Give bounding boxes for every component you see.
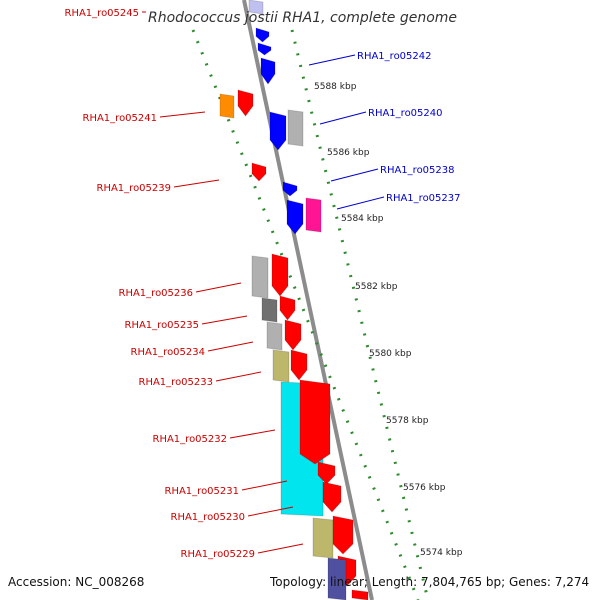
- gene-leader-line: [207, 341, 254, 352]
- gene-label-plus[interactable]: RHA1_ro05237: [386, 193, 461, 204]
- gene-leader-line: [173, 179, 220, 188]
- gene-feature-red[interactable]: [237, 89, 254, 117]
- ruler-tick-label: 5576 kbp: [403, 483, 446, 493]
- gene-feature-grey[interactable]: [266, 321, 283, 351]
- gene-feature-khaki[interactable]: [312, 517, 334, 559]
- gene-leader-line: [241, 480, 288, 491]
- ruler-tick-label: 5580 kbp: [369, 349, 412, 359]
- gene-feature-red[interactable]: [284, 319, 302, 351]
- gene-leader-line: [257, 543, 304, 554]
- gene-feature-red[interactable]: [279, 295, 296, 321]
- gene-leader-line: [229, 429, 276, 439]
- ruler-tick-label: 5586 kbp: [327, 148, 370, 158]
- gene-feature-orange[interactable]: [219, 93, 235, 119]
- gene-feature-blue[interactable]: [286, 199, 304, 235]
- gene-feature-red[interactable]: [351, 589, 369, 600]
- gene-leader-line: [319, 111, 367, 125]
- gene-leader-line: [308, 54, 356, 66]
- gene-leader-line: [215, 371, 262, 382]
- gene-feature-red[interactable]: [290, 349, 308, 381]
- gene-feature-khaki[interactable]: [272, 349, 290, 383]
- genome-title: Rhodococcus jostii RHA1, complete genome: [148, 10, 458, 26]
- gene-label-plus[interactable]: RHA1_ro05242: [357, 51, 432, 62]
- gene-feature-red[interactable]: [322, 481, 342, 513]
- gene-feature-blue[interactable]: [260, 57, 276, 85]
- gene-feature-red[interactable]: [271, 253, 289, 297]
- gene-label-minus[interactable]: RHA1_ro05239: [97, 183, 172, 194]
- gene-leader-line: [247, 506, 294, 517]
- gene-feature-red[interactable]: [299, 379, 331, 465]
- gene-feature-blue[interactable]: [255, 27, 270, 43]
- gene-feature-lavender[interactable]: [248, 0, 264, 15]
- genome-summary-text: Topology: linear; Length: 7,804,765 bp; …: [270, 575, 590, 589]
- ruler-tick-label: 5582 kbp: [355, 282, 398, 292]
- gene-feature-blue[interactable]: [269, 111, 287, 151]
- ruler-tick-label: 5578 kbp: [386, 416, 429, 426]
- gene-label-minus[interactable]: RHA1_ro05230: [171, 512, 246, 523]
- gene-leader-line: [195, 282, 242, 293]
- gene-label-minus[interactable]: RHA1_ro05229: [181, 549, 256, 560]
- gene-feature-darkgrey[interactable]: [261, 297, 278, 323]
- accession-text: Accession: NC_008268: [8, 575, 145, 589]
- gene-label-minus[interactable]: RHA1_ro05241: [83, 113, 158, 124]
- gene-feature-blue[interactable]: [282, 181, 298, 197]
- genome-backbone: [242, 0, 374, 600]
- gene-label-minus[interactable]: RHA1_ro05234: [131, 347, 206, 358]
- ruler-plus-strand: [290, 29, 430, 600]
- gene-label-minus[interactable]: RHA1_ro05232: [153, 434, 228, 445]
- gene-label-plus[interactable]: RHA1_ro05240: [368, 108, 443, 119]
- gene-label-minus[interactable]: RHA1_ro05245: [65, 8, 140, 19]
- gene-feature-grey[interactable]: [251, 255, 269, 299]
- gene-leader-line: [201, 315, 248, 325]
- gene-feature-grey[interactable]: [287, 109, 304, 147]
- gene-feature-red[interactable]: [317, 461, 336, 485]
- gene-label-minus[interactable]: RHA1_ro05235: [125, 320, 200, 331]
- gene-leader-line: [336, 196, 385, 210]
- ruler-tick-label: 5588 kbp: [314, 82, 357, 92]
- ruler-tick-label: 5574 kbp: [420, 548, 463, 558]
- gene-feature-red[interactable]: [251, 162, 267, 182]
- gene-feature-red[interactable]: [332, 515, 354, 555]
- gene-leader-line: [330, 168, 379, 182]
- gene-feature-navy[interactable]: [327, 557, 347, 600]
- ruler-tick-label: 5584 kbp: [341, 214, 384, 224]
- gene-label-plus[interactable]: RHA1_ro05238: [380, 165, 455, 176]
- gene-label-minus[interactable]: RHA1_ro05231: [165, 486, 240, 497]
- gene-leader-line: [159, 111, 206, 118]
- gene-feature-blue[interactable]: [257, 42, 272, 56]
- gene-feature-magenta[interactable]: [305, 197, 322, 233]
- gene-label-minus[interactable]: RHA1_ro05233: [139, 377, 214, 388]
- gene-label-minus[interactable]: RHA1_ro05236: [119, 288, 194, 299]
